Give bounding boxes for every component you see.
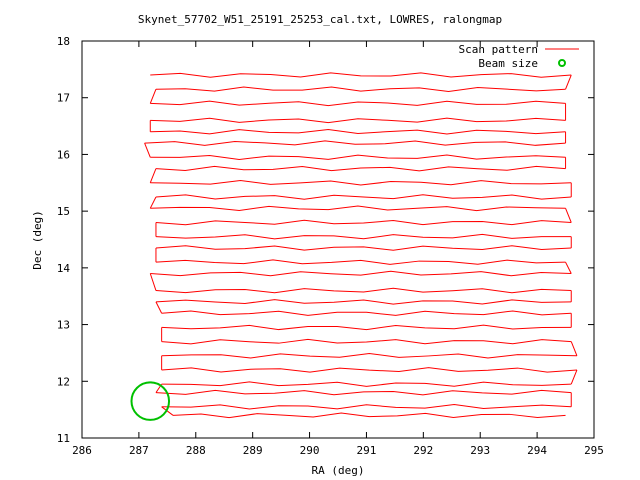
scan-row — [161, 367, 577, 373]
beam-size-series — [130, 381, 171, 421]
scan-row — [155, 389, 572, 396]
scan-turn — [149, 89, 157, 104]
scan-row — [161, 352, 577, 359]
scan-row — [155, 287, 572, 294]
scan-row — [150, 117, 566, 124]
scan-row — [155, 165, 566, 172]
scan-turn — [149, 273, 157, 291]
y-tick-label: 15 — [57, 205, 70, 218]
legend-label-scan: Scan pattern — [459, 43, 538, 56]
scan-turn — [144, 142, 151, 158]
scan-row — [155, 86, 566, 92]
y-tick-label: 11 — [57, 432, 70, 445]
plot-frame — [81, 40, 595, 439]
scan-row — [155, 245, 572, 251]
scan-row — [150, 72, 572, 78]
y-tick-label: 12 — [57, 375, 70, 388]
scan-turn — [565, 261, 572, 274]
y-tick-label: 16 — [57, 148, 70, 161]
x-tick-label: 291 — [357, 444, 377, 457]
y-tick-label: 17 — [57, 92, 70, 105]
beam-circle — [130, 381, 171, 421]
scan-row — [172, 412, 566, 419]
y-axis-label: Dec (deg) — [31, 210, 44, 270]
scan-row — [155, 233, 572, 240]
x-tick-label: 288 — [186, 444, 206, 457]
scan-row — [150, 180, 572, 186]
scan-row — [155, 219, 572, 226]
scan-row — [161, 404, 572, 410]
x-tick-label: 287 — [129, 444, 149, 457]
legend: Scan pattern Beam size — [459, 43, 579, 70]
axes: 286 287 288 289 290 291 292 293 294 295 11 12 13 14 15… — [57, 35, 604, 457]
x-tick-label: 293 — [470, 444, 490, 457]
y-tick-label: 18 — [57, 35, 70, 48]
x-tick-label: 295 — [584, 444, 604, 457]
scan-turn — [149, 168, 157, 183]
chart-title: Skynet_57702_W51_25191_25253_cal.txt, LO… — [138, 13, 502, 26]
scan-row — [150, 100, 566, 107]
legend-label-beam: Beam size — [478, 57, 538, 70]
scan-turn — [570, 341, 578, 356]
scan-turn — [155, 301, 163, 314]
scan-row — [150, 270, 572, 277]
scan-turn — [565, 208, 572, 223]
scan-pattern-series — [144, 72, 578, 419]
scan-row — [150, 154, 566, 161]
scan-row — [161, 310, 572, 316]
y-tick-label: 14 — [57, 262, 71, 275]
scan-row — [161, 324, 572, 331]
scan-row — [155, 194, 572, 200]
scan-turn — [149, 196, 157, 209]
x-tick-label: 292 — [413, 444, 433, 457]
x-tick-label: 286 — [72, 444, 92, 457]
x-tick-label: 294 — [527, 444, 547, 457]
x-axis-label: RA (deg) — [312, 464, 365, 477]
scan-row — [161, 381, 572, 387]
x-tick-label: 289 — [243, 444, 263, 457]
scan-turn — [570, 369, 578, 385]
y-tick-label: 13 — [57, 319, 70, 332]
scan-row — [155, 299, 572, 305]
scan-row — [144, 140, 566, 146]
scan-turn — [565, 74, 572, 90]
scan-row — [161, 338, 572, 345]
legend-swatch-beam — [558, 59, 566, 67]
x-tick-label: 290 — [300, 444, 320, 457]
scan-row — [155, 259, 566, 265]
scan-row — [150, 205, 566, 212]
scan-row — [150, 129, 566, 135]
